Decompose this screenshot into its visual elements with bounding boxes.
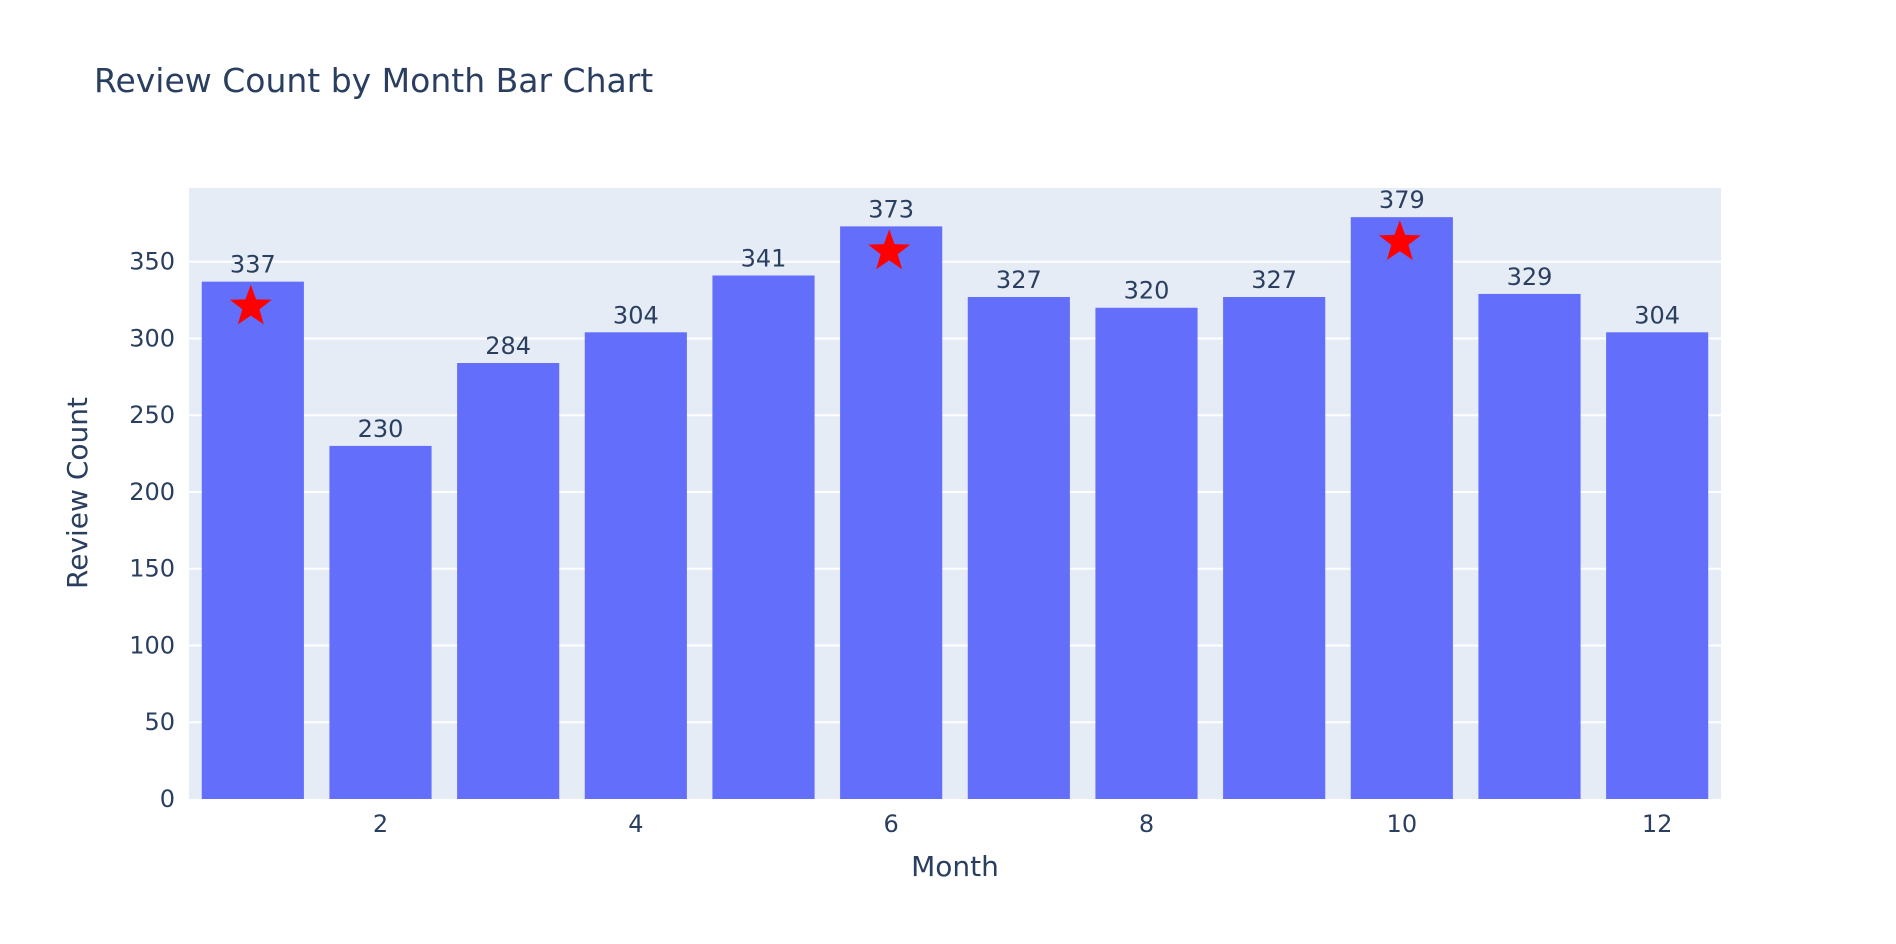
star-marker-icon bbox=[1378, 220, 1421, 260]
bar bbox=[1478, 293, 1581, 799]
bar bbox=[457, 363, 560, 799]
bar bbox=[201, 281, 304, 799]
bar bbox=[1095, 307, 1198, 799]
y-tick-label: 150 bbox=[129, 555, 175, 583]
x-axis-ticks: 2 4 6 8 10 12 bbox=[373, 810, 1673, 838]
y-tick-label: 300 bbox=[129, 324, 175, 352]
x-tick-label: 6 bbox=[884, 810, 899, 838]
bar-value-label: 284 bbox=[485, 332, 531, 360]
bar bbox=[712, 275, 815, 800]
x-tick-label: 8 bbox=[1139, 810, 1154, 838]
chart-title: Review Count by Month Bar Chart bbox=[94, 61, 653, 100]
y-tick-label: 350 bbox=[129, 248, 175, 276]
bar bbox=[967, 296, 1070, 799]
bar-value-label: 304 bbox=[1634, 301, 1680, 329]
plot-area bbox=[189, 188, 1721, 799]
x-axis-title: Month bbox=[911, 850, 999, 883]
y-tick-label: 250 bbox=[129, 401, 175, 429]
bar-value-label: 327 bbox=[1251, 266, 1297, 294]
bar-value-label: 304 bbox=[613, 301, 659, 329]
bar-value-label: 230 bbox=[358, 415, 404, 443]
y-tick-label: 0 bbox=[160, 785, 175, 813]
bar bbox=[1606, 332, 1709, 799]
x-tick-label: 10 bbox=[1387, 810, 1418, 838]
bar bbox=[840, 226, 943, 799]
y-tick-label: 200 bbox=[129, 478, 175, 506]
bar-value-label: 373 bbox=[868, 195, 914, 223]
bar bbox=[1223, 296, 1326, 799]
gridlines bbox=[189, 260, 1721, 724]
star-marker-icon bbox=[868, 229, 911, 270]
bar bbox=[329, 445, 432, 799]
y-axis-ticks: 0 50 100 150 200 250 300 350 bbox=[129, 248, 175, 813]
bar-value-label: 327 bbox=[996, 266, 1042, 294]
y-tick-label: 100 bbox=[129, 631, 175, 659]
bar bbox=[1350, 217, 1453, 799]
bar-value-label: 320 bbox=[1124, 277, 1170, 305]
bar-value-label: 337 bbox=[230, 251, 276, 279]
bar-value-label: 341 bbox=[741, 245, 787, 273]
x-tick-label: 2 bbox=[373, 810, 388, 838]
y-axis-title: Review Count bbox=[61, 397, 94, 589]
x-tick-label: 12 bbox=[1642, 810, 1673, 838]
bars bbox=[201, 217, 1709, 800]
x-tick-label: 4 bbox=[628, 810, 643, 838]
bar-value-labels: 337 230 284 304 341 373 327 320 327 379 329 304 bbox=[230, 186, 1680, 443]
bar-value-label: 379 bbox=[1379, 186, 1425, 214]
bar-value-label: 329 bbox=[1507, 263, 1553, 291]
bar bbox=[584, 332, 687, 799]
highlight-markers bbox=[229, 220, 1421, 325]
y-tick-label: 50 bbox=[144, 708, 175, 736]
star-marker-icon bbox=[229, 284, 272, 325]
